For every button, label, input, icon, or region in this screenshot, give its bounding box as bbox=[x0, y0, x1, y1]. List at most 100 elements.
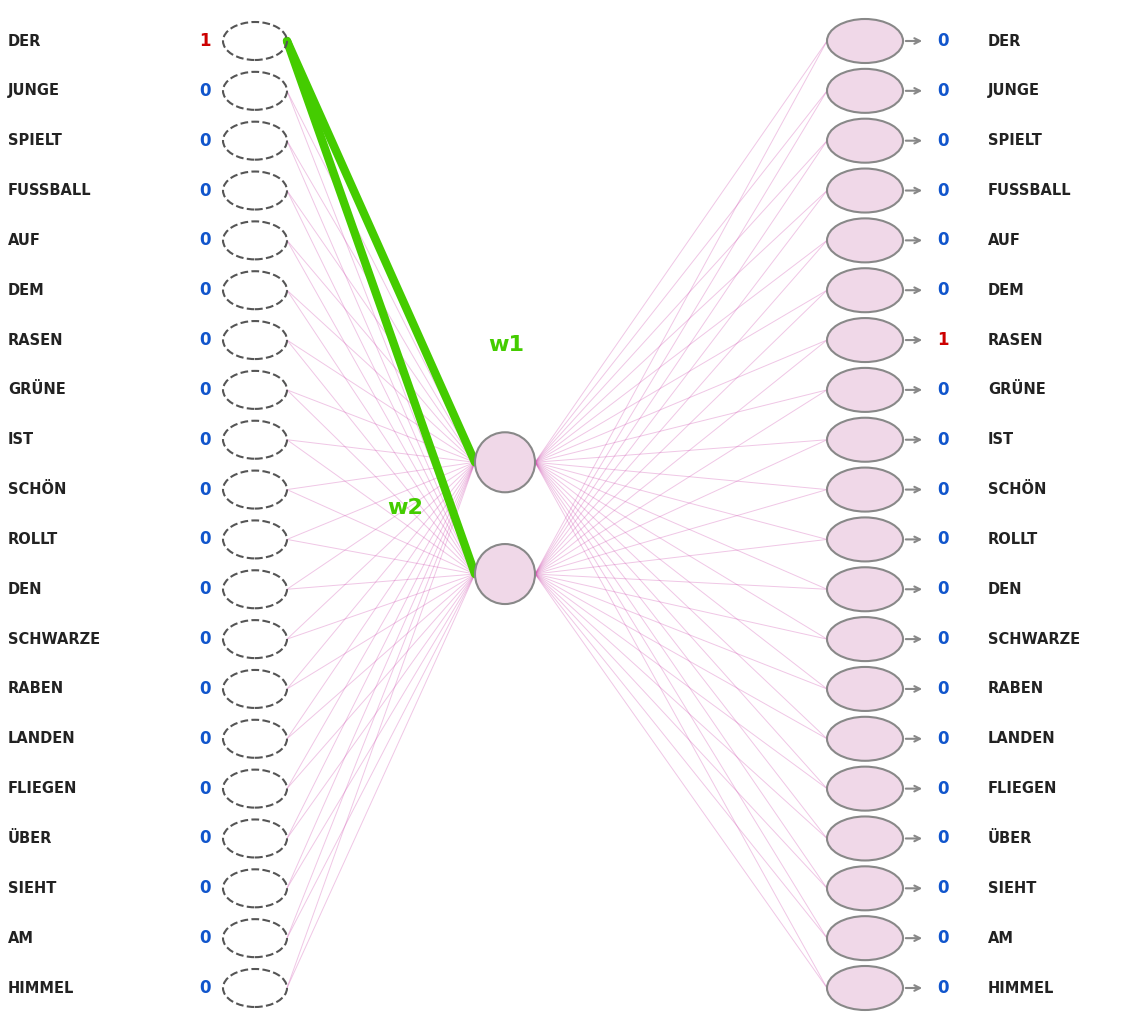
Text: 0: 0 bbox=[937, 580, 949, 598]
Text: SCHÖN: SCHÖN bbox=[988, 482, 1047, 497]
Text: DEM: DEM bbox=[8, 282, 45, 298]
Text: 0: 0 bbox=[937, 431, 949, 449]
Text: ÜBER: ÜBER bbox=[988, 831, 1032, 846]
Ellipse shape bbox=[827, 69, 903, 113]
Text: ROLLT: ROLLT bbox=[8, 532, 58, 547]
Text: 0: 0 bbox=[937, 182, 949, 199]
Text: 0: 0 bbox=[937, 281, 949, 299]
Text: 0: 0 bbox=[200, 82, 211, 100]
Text: RASEN: RASEN bbox=[988, 332, 1043, 347]
Text: 0: 0 bbox=[200, 580, 211, 598]
Text: LANDEN: LANDEN bbox=[988, 732, 1056, 747]
Text: 0: 0 bbox=[937, 132, 949, 149]
Ellipse shape bbox=[827, 169, 903, 212]
Text: 0: 0 bbox=[200, 879, 211, 897]
Text: DEN: DEN bbox=[988, 582, 1022, 596]
Text: FUSSBALL: FUSSBALL bbox=[8, 183, 92, 198]
Text: 0: 0 bbox=[937, 31, 949, 50]
Text: 0: 0 bbox=[200, 680, 211, 698]
Text: 0: 0 bbox=[937, 82, 949, 100]
Text: HIMMEL: HIMMEL bbox=[988, 980, 1055, 996]
Text: 0: 0 bbox=[200, 930, 211, 947]
Text: SCHÖN: SCHÖN bbox=[8, 482, 66, 497]
Text: 0: 0 bbox=[200, 779, 211, 798]
Ellipse shape bbox=[827, 218, 903, 262]
Text: DEM: DEM bbox=[988, 282, 1024, 298]
Text: SCHWARZE: SCHWARZE bbox=[988, 632, 1080, 646]
Text: DEN: DEN bbox=[8, 582, 43, 596]
Ellipse shape bbox=[827, 767, 903, 811]
Ellipse shape bbox=[827, 817, 903, 861]
Text: ROLLT: ROLLT bbox=[988, 532, 1038, 547]
Text: ÜBER: ÜBER bbox=[8, 831, 53, 846]
Ellipse shape bbox=[827, 368, 903, 411]
Text: 0: 0 bbox=[937, 879, 949, 897]
Ellipse shape bbox=[827, 418, 903, 461]
Ellipse shape bbox=[827, 717, 903, 761]
Text: GRÜNE: GRÜNE bbox=[988, 382, 1046, 397]
Text: DER: DER bbox=[8, 34, 42, 49]
Text: 0: 0 bbox=[200, 132, 211, 149]
Text: LANDEN: LANDEN bbox=[8, 732, 75, 747]
Ellipse shape bbox=[827, 467, 903, 512]
Text: 0: 0 bbox=[200, 729, 211, 748]
Circle shape bbox=[475, 432, 535, 493]
Text: 0: 0 bbox=[937, 381, 949, 399]
Text: 0: 0 bbox=[200, 979, 211, 997]
Text: 0: 0 bbox=[937, 530, 949, 549]
Text: 0: 0 bbox=[200, 232, 211, 249]
Text: 1: 1 bbox=[937, 331, 949, 350]
Text: 0: 0 bbox=[200, 431, 211, 449]
Text: 0: 0 bbox=[200, 331, 211, 350]
Text: AUF: AUF bbox=[8, 233, 40, 248]
Ellipse shape bbox=[827, 617, 903, 661]
Text: 0: 0 bbox=[200, 381, 211, 399]
Text: 0: 0 bbox=[937, 979, 949, 997]
Text: 0: 0 bbox=[200, 829, 211, 847]
Text: 0: 0 bbox=[937, 630, 949, 648]
Text: SPIELT: SPIELT bbox=[988, 133, 1042, 148]
Ellipse shape bbox=[827, 966, 903, 1010]
Text: JUNGE: JUNGE bbox=[988, 83, 1040, 99]
Text: 0: 0 bbox=[200, 281, 211, 299]
Ellipse shape bbox=[827, 268, 903, 312]
Text: w2: w2 bbox=[387, 498, 423, 518]
Text: 0: 0 bbox=[937, 481, 949, 499]
Text: SCHWARZE: SCHWARZE bbox=[8, 632, 100, 646]
Text: JUNGE: JUNGE bbox=[8, 83, 59, 99]
Text: 0: 0 bbox=[937, 779, 949, 798]
Text: FUSSBALL: FUSSBALL bbox=[988, 183, 1072, 198]
Ellipse shape bbox=[827, 19, 903, 63]
Text: 0: 0 bbox=[937, 930, 949, 947]
Text: w1: w1 bbox=[488, 335, 524, 356]
Text: AM: AM bbox=[988, 931, 1014, 946]
Ellipse shape bbox=[827, 916, 903, 960]
Text: 0: 0 bbox=[200, 630, 211, 648]
Text: 0: 0 bbox=[200, 530, 211, 549]
Text: RABEN: RABEN bbox=[8, 682, 64, 696]
Text: SPIELT: SPIELT bbox=[8, 133, 62, 148]
Text: AM: AM bbox=[8, 931, 34, 946]
Text: 0: 0 bbox=[200, 481, 211, 499]
Ellipse shape bbox=[827, 119, 903, 163]
Text: SIEHT: SIEHT bbox=[988, 881, 1037, 896]
Text: RABEN: RABEN bbox=[988, 682, 1045, 696]
Text: RASEN: RASEN bbox=[8, 332, 64, 347]
Ellipse shape bbox=[827, 867, 903, 910]
Ellipse shape bbox=[827, 318, 903, 362]
Text: IST: IST bbox=[8, 432, 34, 447]
Ellipse shape bbox=[827, 517, 903, 562]
Ellipse shape bbox=[827, 567, 903, 612]
Circle shape bbox=[475, 544, 535, 605]
Text: 1: 1 bbox=[200, 31, 211, 50]
Text: 0: 0 bbox=[937, 680, 949, 698]
Text: SIEHT: SIEHT bbox=[8, 881, 56, 896]
Ellipse shape bbox=[827, 666, 903, 711]
Text: HIMMEL: HIMMEL bbox=[8, 980, 74, 996]
Text: AUF: AUF bbox=[988, 233, 1021, 248]
Text: 0: 0 bbox=[200, 182, 211, 199]
Text: DER: DER bbox=[988, 34, 1021, 49]
Text: FLIEGEN: FLIEGEN bbox=[8, 781, 77, 797]
Text: FLIEGEN: FLIEGEN bbox=[988, 781, 1057, 797]
Text: IST: IST bbox=[988, 432, 1014, 447]
